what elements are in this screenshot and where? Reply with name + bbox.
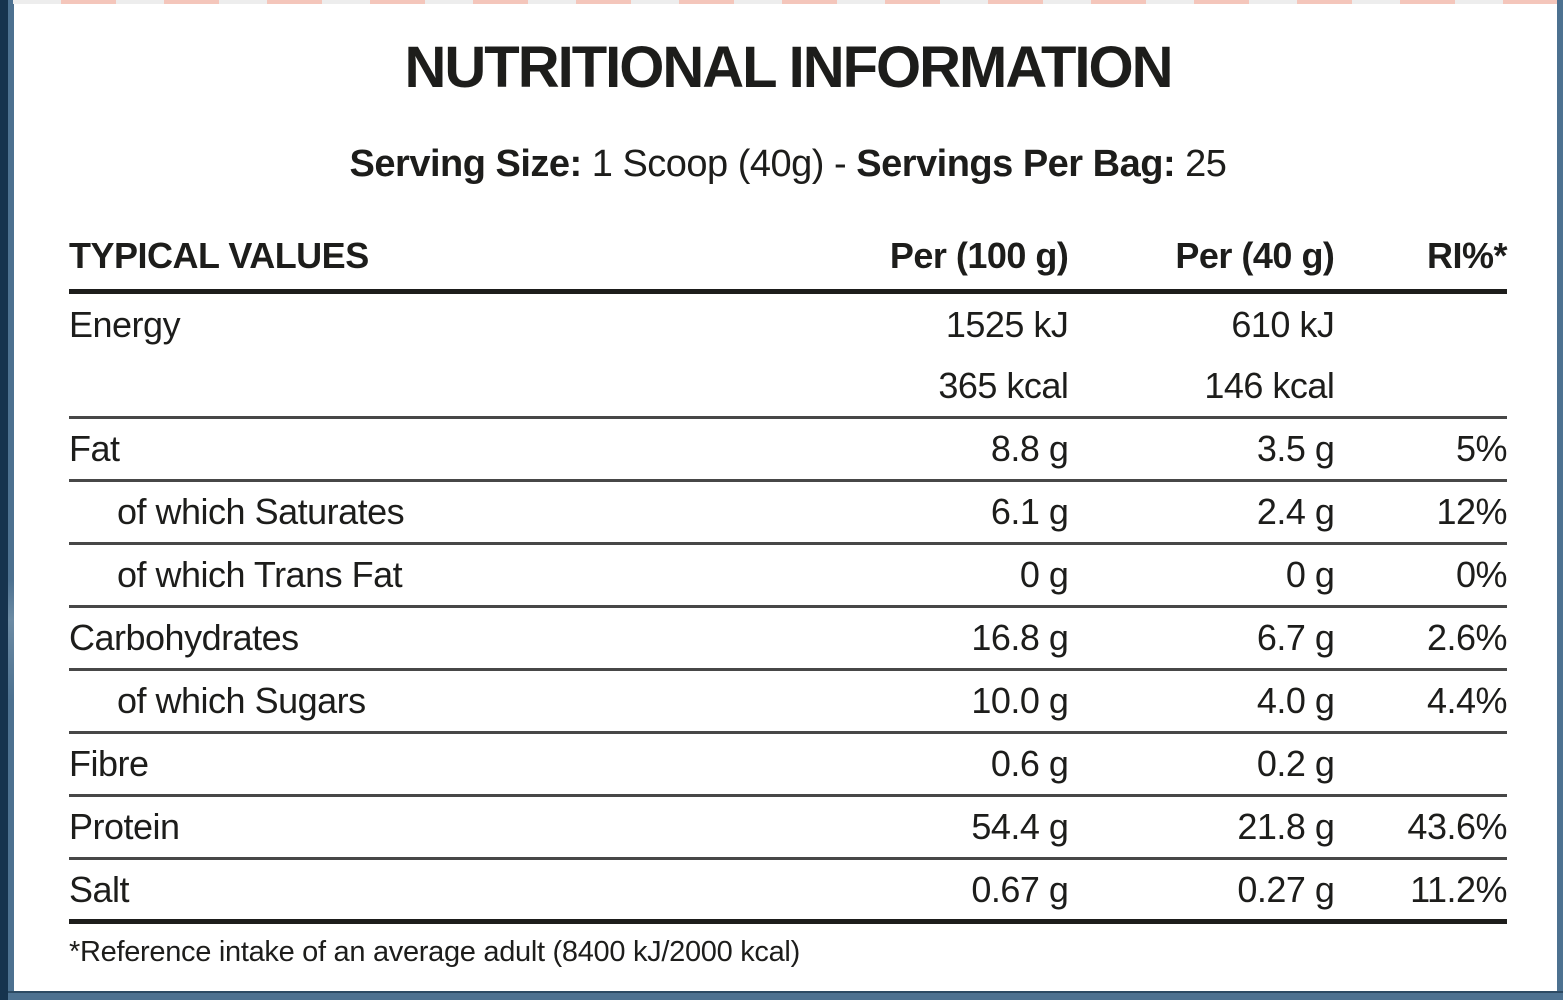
row-per100: 16.8 g: [971, 617, 1069, 659]
header-per-40g: Per (40 g): [1068, 231, 1335, 295]
reference-intake-footnote: *Reference intake of an average adult (8…: [69, 936, 800, 969]
table-row-energy-kj: Energy 1525 kJ 610 kJ: [69, 292, 1507, 355]
row-label: Energy: [69, 303, 181, 345]
row-ri: [1334, 733, 1507, 796]
row-label: of which Sugars: [117, 680, 366, 722]
table-row-protein: Protein 54.4 g 21.8 g 43.6%: [69, 796, 1507, 859]
table-row-saturates: of which Saturates 6.1 g 2.4 g 12%: [69, 481, 1507, 544]
frame-bottom-slate-strip: [8, 991, 1563, 1000]
row-ri: [1334, 292, 1507, 355]
row-per100: 0 g: [1019, 554, 1069, 596]
frame-top-decor-strip: [13, 0, 1557, 4]
table-row-trans-fat: of which Trans Fat 0 g 0 g 0%: [69, 544, 1507, 607]
frame-right-slate-strip: [1557, 0, 1563, 1000]
label-content: NUTRITIONAL INFORMATION Serving Size: 1 …: [14, 4, 1557, 991]
row-per40: 6.7 g: [1256, 617, 1335, 659]
row-label: [69, 355, 802, 418]
row-per40: 2.4 g: [1256, 491, 1335, 533]
row-ri: 11.2%: [1410, 868, 1507, 910]
table-row-energy-kcal: 365 kcal 146 kcal: [69, 355, 1507, 418]
row-per100: 8.8 g: [990, 428, 1069, 470]
row-ri: 0%: [1455, 554, 1508, 596]
row-label: Fibre: [69, 743, 149, 785]
row-ri: 12%: [1436, 491, 1507, 533]
row-per40: 610 kJ: [1231, 303, 1335, 345]
row-ri: 5%: [1455, 428, 1508, 470]
row-label: Fat: [69, 428, 120, 470]
table-header-row: TYPICAL VALUES Per (100 g) Per (40 g) RI…: [69, 231, 1507, 295]
page-title: NUTRITIONAL INFORMATION: [404, 35, 1174, 100]
row-per40: 21.8 g: [1237, 806, 1335, 848]
row-per100: 0.6 g: [990, 743, 1069, 785]
table-row-fat: Fat 8.8 g 3.5 g 5%: [69, 418, 1507, 481]
header-per-100g: Per (100 g): [802, 231, 1069, 295]
table-row-salt: Salt 0.67 g 0.27 g 11.2%: [69, 859, 1507, 922]
row-per100: 10.0 g: [971, 680, 1069, 722]
header-ri-percent: RI%*: [1334, 231, 1507, 295]
serving-separator: -: [834, 142, 847, 185]
row-per40: 146 kcal: [1204, 364, 1335, 406]
row-label: Salt: [69, 868, 130, 910]
row-per40: 0.27 g: [1237, 868, 1335, 910]
row-label: Protein: [69, 806, 180, 848]
row-label: of which Saturates: [117, 491, 405, 533]
row-per100: 54.4 g: [971, 806, 1069, 848]
row-per40: 0 g: [1285, 554, 1335, 596]
row-per100: 0.67 g: [971, 868, 1069, 910]
row-label: Carbohydrates: [69, 617, 299, 659]
servings-per-bag-label: Servings Per Bag:: [856, 142, 1176, 185]
nutrition-table: TYPICAL VALUES Per (100 g) Per (40 g) RI…: [69, 231, 1507, 925]
table-row-carbohydrates: Carbohydrates 16.8 g 6.7 g 2.6%: [69, 607, 1507, 670]
frame-left-slate-strip: [8, 0, 14, 1000]
row-per100: 6.1 g: [990, 491, 1069, 533]
frame-left-navy-strip: [0, 0, 8, 1000]
row-ri: [1334, 355, 1507, 418]
row-per100: 365 kcal: [938, 364, 1069, 406]
row-label: of which Trans Fat: [117, 554, 403, 596]
serving-size-label: Serving Size:: [349, 142, 583, 185]
table-row-fibre: Fibre 0.6 g 0.2 g: [69, 733, 1507, 796]
row-per100: 1525 kJ: [945, 303, 1069, 345]
row-per40: 3.5 g: [1256, 428, 1335, 470]
row-ri: 2.6%: [1426, 617, 1508, 659]
header-typical-values: TYPICAL VALUES: [69, 231, 803, 295]
table-row-sugars: of which Sugars 10.0 g 4.0 g 4.4%: [69, 670, 1507, 733]
serving-size-value: 1 Scoop (40g): [591, 142, 825, 185]
row-per40: 4.0 g: [1256, 680, 1335, 722]
serving-line: Serving Size: 1 Scoop (40g) - Servings P…: [69, 143, 1507, 186]
row-per40: 0.2 g: [1256, 743, 1335, 785]
servings-per-bag-value: 25: [1185, 142, 1227, 185]
row-ri: 4.4%: [1426, 680, 1508, 722]
row-ri: 43.6%: [1407, 806, 1507, 848]
